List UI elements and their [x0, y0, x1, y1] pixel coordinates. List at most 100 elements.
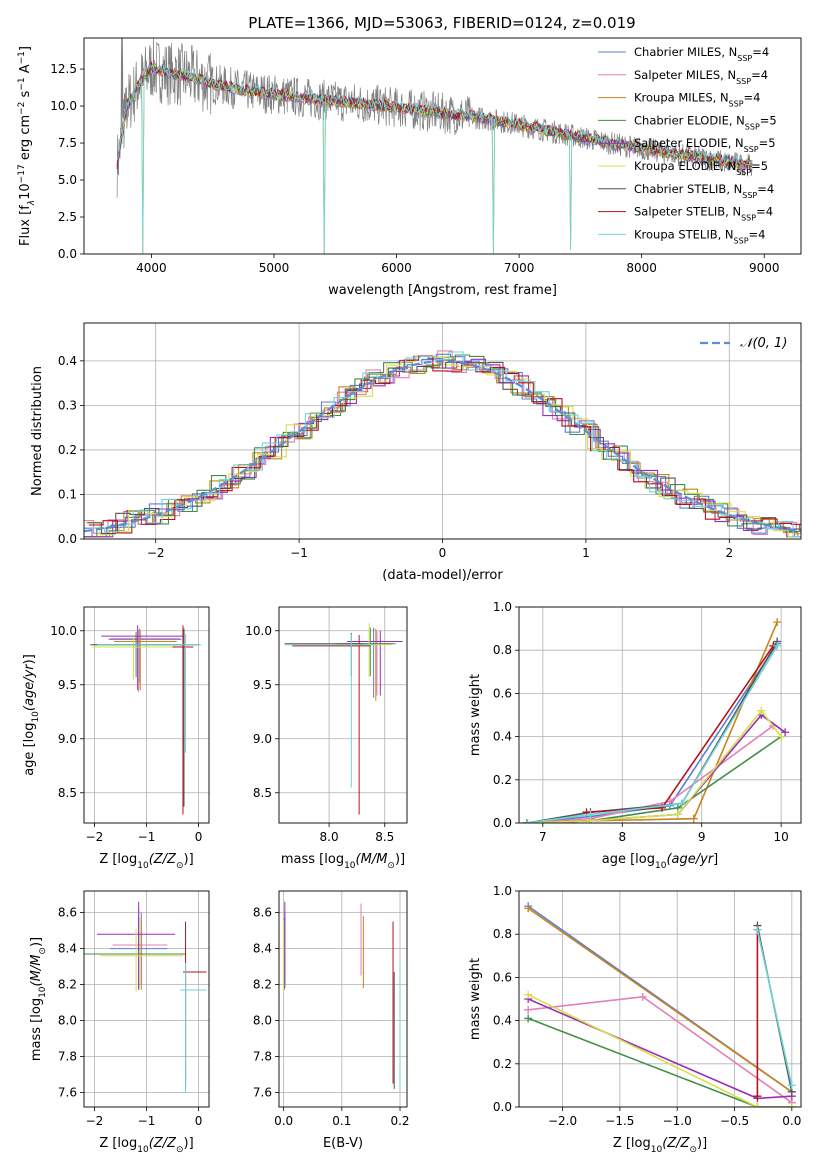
x-axis-label: Z [log10(Z/Z⊙)]: [613, 1136, 707, 1155]
weight-lines: [524, 902, 796, 1107]
weight-series: [526, 641, 778, 823]
model-spectrum: [116, 63, 753, 170]
weight-vs-age-panel: 7 8 9 10 0.0 0.2 0.4 0.6 0.8 1.0 mass weight age [l…: [468, 600, 802, 871]
y-tick-label: 0.3: [58, 398, 77, 412]
weight-marker: [524, 1014, 533, 1023]
y-axis-label: age [log10(age/yr)]: [22, 654, 41, 776]
spectrum-lines: [116, 38, 753, 254]
legend-entry: 𝒩(0, 1): [740, 336, 787, 351]
y-tick-label: 0.4: [493, 1014, 512, 1028]
figure-title: PLATE=1366, MJD=53063, FIBERID=0124, z=0…: [248, 14, 635, 32]
x-axis-label: wavelength [Angstrom, rest frame]: [328, 283, 557, 298]
weight-marker: [522, 819, 531, 823]
y-tick-label: 8.0: [58, 1014, 77, 1028]
x-tick-label: 8000: [626, 261, 657, 275]
y-tick-label: 9.0: [253, 732, 272, 746]
weight-marker: [757, 706, 766, 715]
errorbars: [90, 625, 202, 815]
x-tick-label: −2: [147, 546, 165, 560]
y-axis-label: mass weight: [468, 674, 483, 756]
y-tick-label: 10.0: [50, 99, 77, 113]
y-tick-label: 8.5: [253, 786, 272, 800]
y-tick-label: 8.6: [58, 906, 77, 920]
errorbars: [284, 623, 403, 815]
x-tick-label: −2.0: [548, 1114, 577, 1128]
y-tick-label: 0.1: [58, 487, 77, 501]
y-tick-label: 0.6: [493, 970, 512, 984]
x-axis-label: Z [log10(Z/Z⊙)]: [99, 1136, 193, 1155]
x-axis-label: E(B-V): [323, 1136, 363, 1151]
y-tick-label: 0.8: [493, 643, 512, 657]
y-tick-label: 8.4: [253, 942, 272, 956]
weight-marker: [787, 1081, 796, 1090]
x-tick-label: −0.5: [720, 1114, 749, 1128]
x-tick-label: −2: [86, 1114, 104, 1128]
x-tick-label: 2: [725, 546, 733, 560]
weight-marker: [753, 925, 762, 934]
axes-frame: [278, 890, 408, 1108]
y-tick-label: 2.5: [58, 210, 77, 224]
age-vs-mass-panel: 8.0 8.5 8.5 9.0 9.5 10.0 mass [log10(M/M⊙)]: [245, 606, 408, 871]
histogram-lines: [84, 350, 801, 538]
x-tick-label: 10: [774, 830, 789, 844]
mass-vs-metallicity-panel: −2 −1 0 7.6 7.8 8.0 8.2 8.4 8.6 Z [log10(Z/Z⊙)] ma…: [29, 890, 210, 1155]
y-tick-label: 7.6: [58, 1086, 77, 1100]
y-tick-label: 9.0: [58, 732, 77, 746]
y-tick-label: 1.0: [493, 600, 512, 614]
y-tick-label: 0.0: [493, 816, 512, 830]
x-axis-label: Z [log10(Z/Z⊙)]: [99, 852, 193, 871]
weight-marker: [773, 618, 782, 627]
x-tick-label: 6000: [381, 261, 412, 275]
y-tick-label: 8.4: [58, 942, 77, 956]
x-tick-label: 0: [439, 546, 447, 560]
y-tick-label: 0.0: [58, 247, 77, 261]
weight-series: [756, 929, 793, 1086]
weight-marker: [638, 992, 647, 1001]
y-tick-label: 0.0: [493, 1100, 512, 1114]
y-tick-label: 0.6: [493, 686, 512, 700]
legend-entry: Kroupa ELODIE, NSSP=5: [634, 159, 768, 177]
x-tick-label: 7: [539, 830, 547, 844]
weight-marker: [753, 1092, 762, 1101]
x-tick-label: 8.5: [375, 830, 394, 844]
legend-entry: Salpeter STELIB, NSSP=4: [634, 205, 773, 223]
y-tick-label: 10.0: [245, 624, 272, 638]
weight-marker: [677, 799, 686, 808]
y-tick-label: 10.0: [50, 624, 77, 638]
weight-series: [528, 995, 793, 1104]
weight-marker: [781, 728, 790, 737]
axes-frame: [83, 606, 210, 824]
axes-frame: [518, 890, 802, 1108]
residual-histogram: [84, 350, 801, 536]
residuals-panel: −2 −1 0 1 2 0.0 0.1 0.2 0.3 0.4 (data-model)/error…: [30, 322, 802, 583]
axes-frame: [83, 890, 210, 1108]
y-tick-label: 1.0: [493, 884, 512, 898]
weight-lines: [522, 618, 790, 823]
legend-entry: Chabrier STELIB, NSSP=4: [634, 182, 774, 200]
model-spectrum: [116, 63, 753, 254]
x-tick-label: 5000: [259, 261, 290, 275]
axes-frame: [278, 606, 408, 824]
legend-entry: Kroupa STELIB, NSSP=4: [634, 227, 765, 245]
weight-marker: [689, 814, 698, 823]
y-axis-label: mass [log10(M/M⊙)]: [29, 937, 48, 1061]
y-tick-label: 7.8: [253, 1050, 272, 1064]
x-tick-label: 7000: [504, 261, 535, 275]
spectrum-legend: Chabrier MILES, NSSP=4 Salpeter MILES, NS…: [598, 45, 777, 245]
x-tick-label: 9000: [749, 261, 780, 275]
y-tick-label: 0.0: [58, 532, 77, 546]
weight-series: [527, 907, 793, 1093]
axes-frame: [83, 37, 802, 255]
x-tick-label: 0.0: [274, 1114, 293, 1128]
y-tick-label: 0.2: [493, 773, 512, 787]
spectrum-panel: 4000 5000 6000 7000 8000 9000 0.0 2.5 5.0 7.5 10.0…: [17, 37, 802, 298]
legend-entry: Kroupa MILES, NSSP=4: [634, 91, 760, 109]
residual-histogram: [87, 361, 801, 535]
errorbars: [84, 901, 207, 1093]
y-tick-label: 9.5: [58, 678, 77, 692]
x-axis-label: age [log10(age/yr]: [602, 852, 719, 871]
x-tick-label: 1: [582, 546, 590, 560]
gaussian-curve: [84, 360, 801, 533]
residual-histogram: [84, 353, 801, 538]
